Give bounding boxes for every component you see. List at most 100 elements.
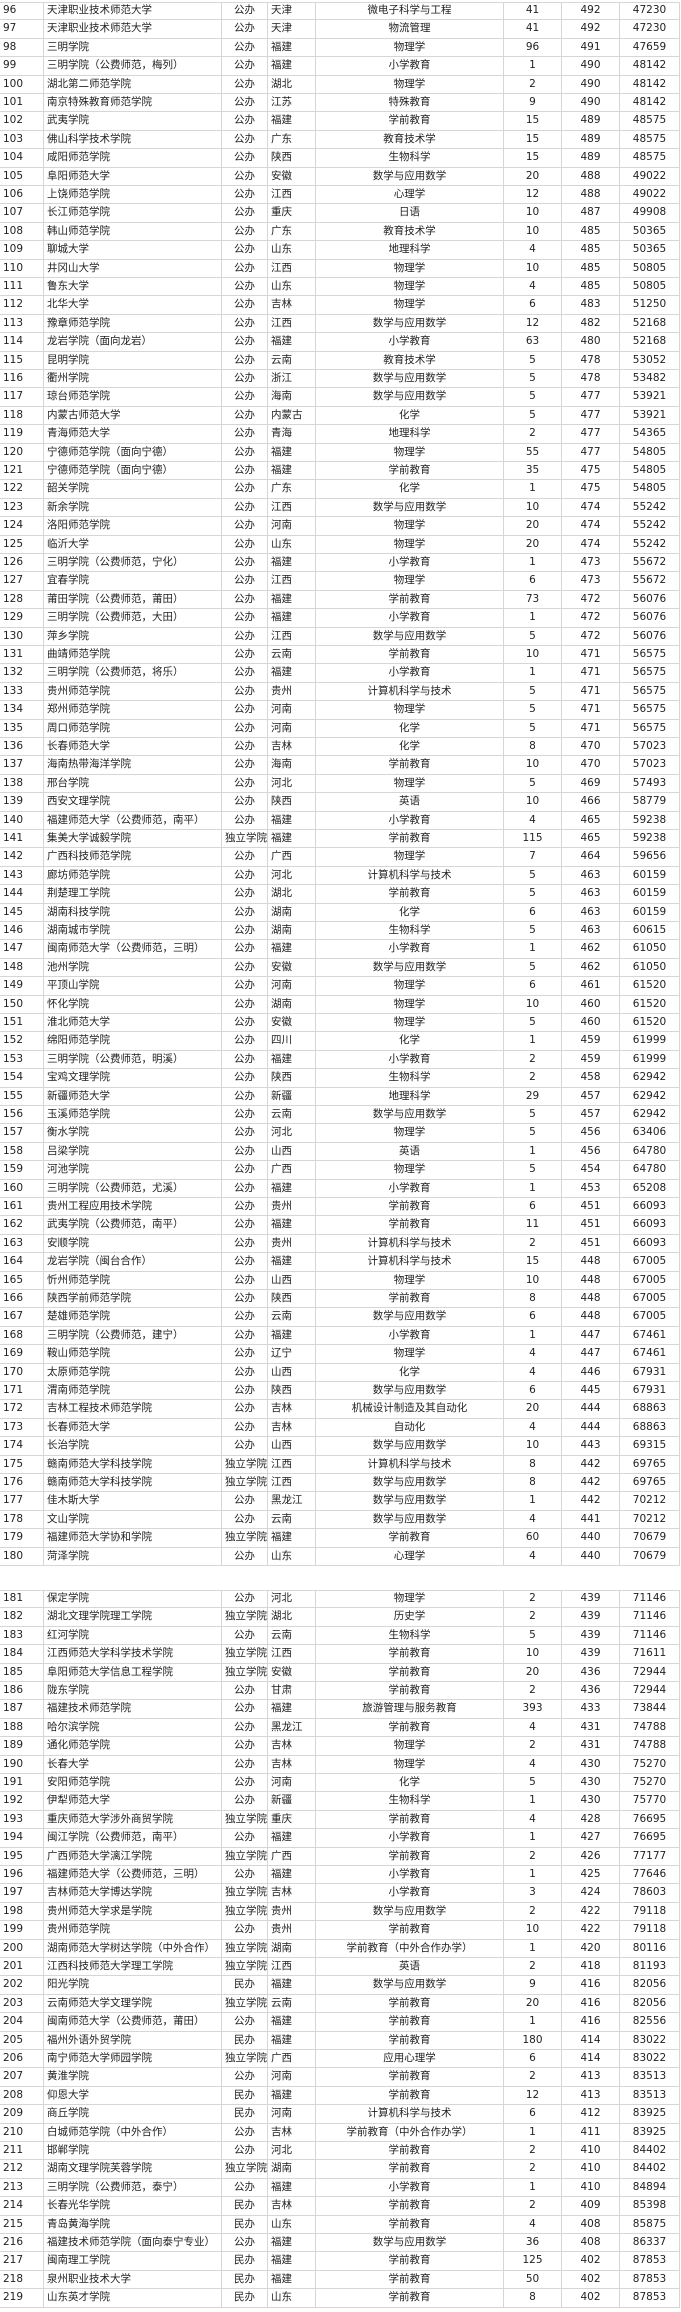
table-cell: 旅游管理与服务教育 (316, 1700, 504, 1719)
table-cell: 数学与应用数学 (316, 1902, 504, 1922)
table-cell: 12 (504, 314, 562, 334)
table-row: 193 重庆师范大学涉外商贸学院 独立学院 重庆 学前教育 4 428 76695 (0, 1810, 680, 1830)
table-cell: 5 (504, 719, 562, 738)
table-row: 140 福建师范大学（公费师范，南平） 公办 福建 小学教育 4 465 59238 (0, 811, 680, 830)
table-cell: 61520 (620, 1014, 680, 1033)
table-cell: 178 (0, 1510, 44, 1530)
table-cell: 112 (0, 296, 44, 315)
table-cell: 历史学 (316, 1608, 504, 1627)
table-cell: 157 (0, 1124, 44, 1143)
table-cell: 山东 (268, 1547, 316, 1566)
table-cell: 数学与应用数学 (316, 498, 504, 518)
table-cell: 153 (0, 1050, 44, 1070)
table-cell: 小学教育 (316, 940, 504, 959)
table-cell: 170 (0, 1363, 44, 1382)
table-cell: 公办 (222, 995, 268, 1014)
table-cell: 洛阳师范学院 (44, 517, 222, 536)
table-cell: 209 (0, 2105, 44, 2124)
table-cell: 2 (504, 1069, 562, 1088)
table-cell: 河南 (268, 517, 316, 536)
table-cell: 小学教育 (316, 1884, 504, 1903)
table-row: 215 青岛黄海学院 民办 山东 学前教育 4 408 85875 (0, 2215, 680, 2234)
table-cell: 公办 (222, 664, 268, 683)
table-cell: 73 (504, 590, 562, 610)
table-row: 137 海南热带海洋学院 公办 海南 学前教育 10 470 57023 (0, 756, 680, 775)
table-cell: 重庆 (268, 204, 316, 223)
table-cell: 公办 (222, 1234, 268, 1254)
table-cell: 生物科学 (316, 1626, 504, 1646)
table-cell: 独立学院 (222, 830, 268, 849)
table-cell: 1 (504, 2178, 562, 2198)
table-cell: 193 (0, 1810, 44, 1830)
table-cell: 独立学院 (222, 1847, 268, 1866)
table-cell: 三明学院（公费师范，将乐） (44, 664, 222, 683)
table-cell: 萍乡学院 (44, 627, 222, 646)
table-cell: 436 (562, 1663, 620, 1682)
table-cell: 江西 (268, 1474, 316, 1493)
table-cell: 民办 (222, 2197, 268, 2216)
table-cell: 闽江学院（公费师范，南平） (44, 1829, 222, 1848)
table-cell: 50365 (620, 241, 680, 260)
table-cell: 408 (562, 2234, 620, 2253)
table-row: 147 闽南师范大学（公费师范，三明） 公办 福建 小学教育 1 462 61050 (0, 940, 680, 959)
table-cell: 58779 (620, 793, 680, 812)
table-cell: 公办 (222, 1792, 268, 1811)
table-row: 213 三明学院（公费师范，泰宁） 公办 福建 小学教育 1 410 84894 (0, 2178, 680, 2198)
table-cell: 心理学 (316, 1547, 504, 1566)
table-cell: 78603 (620, 1884, 680, 1903)
table-cell: 62942 (620, 1069, 680, 1088)
table-cell: 福建师范大学协和学院 (44, 1529, 222, 1548)
table-cell: 安徽 (268, 167, 316, 186)
table-cell: 80116 (620, 1939, 680, 1958)
table-row: 114 龙岩学院（面向龙岩） 公办 福建 小学教育 63 480 52168 (0, 333, 680, 352)
table-cell: 67461 (620, 1345, 680, 1364)
table-cell: 机械设计制造及其自动化 (316, 1400, 504, 1419)
table-cell: 民办 (222, 2252, 268, 2271)
table-row: 171 渭南师范学院 公办 陕西 数学与应用数学 6 445 67931 (0, 1382, 680, 1401)
table-cell: 菏泽学院 (44, 1547, 222, 1566)
table-cell: 伊犁师范大学 (44, 1792, 222, 1811)
table-cell: 75770 (620, 1792, 680, 1811)
table-cell: 学前教育 (316, 2142, 504, 2161)
table-cell: 学前教育 (316, 885, 504, 904)
table-cell: 454 (562, 1161, 620, 1180)
table-cell: 天津 (268, 20, 316, 39)
table-cell: 广东 (268, 222, 316, 242)
table-cell: 4 (504, 278, 562, 297)
table-cell: 福建 (268, 2270, 316, 2290)
table-row: 142 广西科技师范学院 公办 广西 物理学 7 464 59656 (0, 848, 680, 867)
table-cell: 471 (562, 701, 620, 720)
table-cell: 48575 (620, 149, 680, 168)
table-cell: 453 (562, 1179, 620, 1198)
table-cell: 计算机科学与技术 (316, 1234, 504, 1254)
table-cell: 福建 (268, 2252, 316, 2271)
table-cell: 139 (0, 793, 44, 812)
table-cell: 福建 (268, 1326, 316, 1346)
table-cell: 公办 (222, 609, 268, 628)
table-cell: 5 (504, 1774, 562, 1793)
table-cell: 学前教育 (316, 1994, 504, 2014)
table-cell: 民办 (222, 2105, 268, 2124)
table-cell: 三明学院（公费师范，明溪） (44, 1050, 222, 1070)
table-cell: 公办 (222, 278, 268, 297)
table-row: 208 仰恩大学 民办 福建 学前教育 12 413 83513 (0, 2086, 680, 2106)
table-cell: 177 (0, 1492, 44, 1511)
table-cell: 福建 (268, 1050, 316, 1070)
table-cell: 189 (0, 1737, 44, 1756)
table-cell: 文山学院 (44, 1510, 222, 1530)
table-cell: 公办 (222, 2123, 268, 2142)
table-cell: 478 (562, 370, 620, 389)
table-cell: 公办 (222, 1590, 268, 1609)
table-cell: 数学与应用数学 (316, 1437, 504, 1456)
table-cell: 物理学 (316, 701, 504, 720)
table-cell: 76695 (620, 1829, 680, 1848)
table-row: 194 闽江学院（公费师范，南平） 公办 福建 小学教育 1 427 76695 (0, 1829, 680, 1848)
table-cell: 独立学院 (222, 1663, 268, 1682)
table-cell: 55 (504, 443, 562, 462)
table-cell: 忻州师范学院 (44, 1271, 222, 1290)
table-cell: 477 (562, 443, 620, 462)
table-cell: 学前教育 (316, 1290, 504, 1309)
table-cell: 73844 (620, 1700, 680, 1719)
table-row: 118 内蒙古师范大学 公办 内蒙古 化学 5 477 53921 (0, 406, 680, 426)
